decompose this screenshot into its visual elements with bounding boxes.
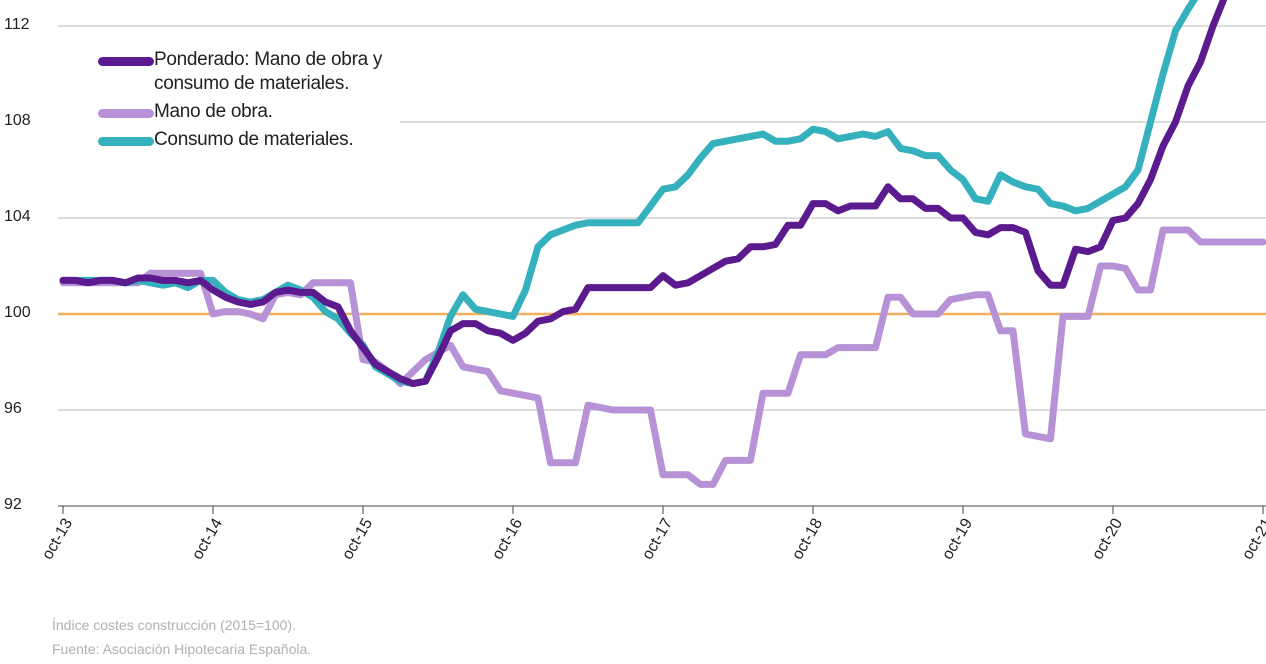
y-tick-label: 100 [4, 304, 31, 321]
y-tick-label: 112 [4, 16, 30, 33]
y-tick-label: 108 [4, 112, 31, 129]
legend-label: Ponderado: Mano de obra y consumo de mat… [154, 49, 383, 94]
y-tick-label: 104 [4, 208, 31, 225]
legend: Ponderado: Mano de obra y consumo de mat… [58, 40, 400, 164]
series-line [59, 226, 1266, 488]
x-tick-label: oct-13 [39, 516, 76, 563]
x-tick-label: oct-20 [1089, 516, 1126, 563]
x-tick-label: oct-21 [1239, 516, 1266, 563]
plot-area [59, 0, 1266, 488]
x-tick-label: oct-17 [639, 516, 676, 563]
legend-label: Mano de obra. [154, 101, 273, 122]
legend-swatch [98, 57, 154, 66]
legend-item: Consumo de materiales. [98, 128, 400, 152]
legend-item: Ponderado: Mano de obra y consumo de mat… [98, 48, 400, 96]
legend-item: Mano de obra. [98, 100, 400, 124]
x-tick-label: oct-19 [939, 516, 976, 563]
x-tick-label: oct-16 [489, 516, 526, 563]
y-tick-label: 92 [4, 496, 22, 513]
legend-swatch [98, 109, 154, 118]
series-line [59, 0, 1228, 388]
y-tick-label: 96 [4, 400, 22, 417]
source: Fuente: Asociación Hipotecaria Española. [52, 641, 312, 657]
legend-label: Consumo de materiales. [154, 129, 354, 150]
legend-swatch [98, 137, 154, 146]
x-tick-label: oct-14 [189, 516, 226, 563]
x-tick-label: oct-18 [789, 516, 826, 563]
note: Índice costes construcción (2015=100). [52, 617, 296, 633]
x-tick-label: oct-15 [339, 516, 376, 563]
